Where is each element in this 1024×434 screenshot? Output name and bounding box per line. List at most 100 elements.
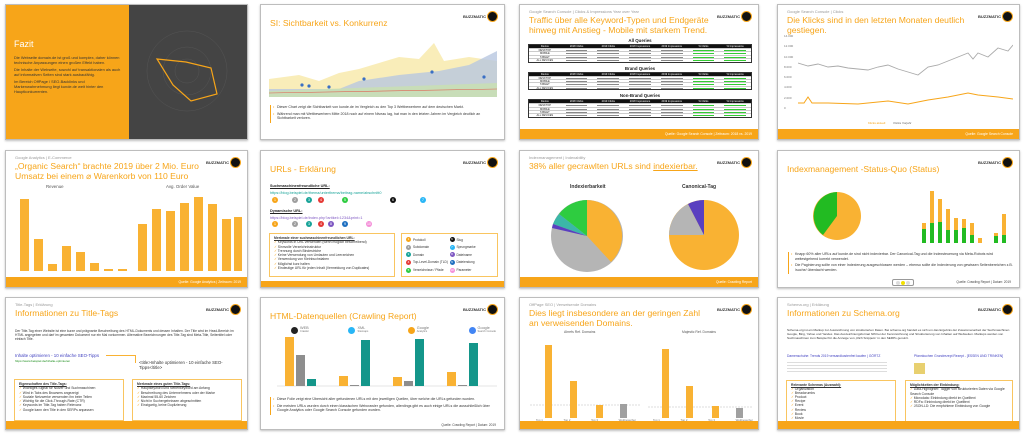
- buzzmatic-logo: BUZZMATIC: [206, 157, 241, 168]
- list-item: Breadcrumbs: [791, 391, 891, 395]
- ref-domains-bar-charts: [530, 345, 752, 418]
- value-cell: [660, 80, 683, 82]
- slide-thumbnail-urls[interactable]: URLs - Erklärung BUZZMATIC Suchmaschinen…: [260, 150, 505, 288]
- table-row: TABLET: [529, 54, 751, 59]
- device-cell: MOBILE: [539, 107, 550, 111]
- source-item: Google Search Console: [468, 326, 496, 334]
- device-cell: DESKTOP: [538, 76, 552, 80]
- value-cell: [660, 56, 683, 58]
- serp-title-link[interactable]: Inhalte optimieren - 10 einfache SEO-Tip…: [15, 353, 100, 358]
- legend-label: Domain: [413, 252, 424, 257]
- legend-label: Dateiendung: [456, 260, 475, 265]
- source-name: Google: [477, 326, 490, 330]
- source-sub: Crawler: [300, 330, 309, 333]
- value-cell: [660, 84, 683, 86]
- sources-bar-chart: [277, 337, 497, 387]
- value-cell: [660, 77, 683, 79]
- source-logo-icon: [348, 326, 356, 334]
- slide-thumbnail-organic-search[interactable]: Google Analytics | E-Commerce „Organic S…: [5, 150, 248, 288]
- table-row: DESKTOP: [529, 103, 751, 107]
- value-cell: [629, 108, 651, 110]
- slide-thumbnail-schema-org[interactable]: Schema.org | Erklärung Informationen zu …: [777, 297, 1020, 430]
- slide-footer: [778, 421, 1019, 429]
- source-logo-icon: [291, 326, 298, 334]
- bullet: Knapp 60% aller URLs auf kunde.de sind n…: [791, 252, 1013, 261]
- table-row: ALL DEVICES: [529, 113, 751, 117]
- value-cell: [629, 105, 651, 107]
- x-axis-labels: Top 1 Top 2 Top 3 Wettbewerber: [653, 418, 753, 422]
- bullet-list: Knapp 60% aller URLs auf kunde.de sind n…: [788, 252, 1013, 275]
- rich-snippet-example[interactable]: Damenschuhe: Trends 2019 versandkostenfr…: [787, 354, 881, 358]
- url-part-marker-icon: 5: [406, 267, 411, 273]
- value-cell: [565, 53, 588, 55]
- value-cell: [692, 77, 715, 79]
- pie-title: Indexierbarkeit: [570, 184, 606, 190]
- value-cell: [565, 115, 588, 117]
- value-cell: [597, 108, 620, 110]
- legend-item: 3 Domain: [406, 251, 450, 259]
- schemas-box: Relevante Schemas (Auswahl):Organization…: [786, 380, 896, 422]
- slide-thumbnail-traffic[interactable]: Google Search Console | Clicks & Impress…: [519, 4, 759, 140]
- bullet: Dieser Chart zeigt die Sichtbarkeit von …: [273, 105, 495, 110]
- x-label: Wettbewerber: [735, 418, 753, 422]
- url-part-marker-icon: 8: [449, 252, 455, 258]
- url-part-marker-icon: 2: [292, 197, 298, 203]
- value-cell: [692, 108, 715, 110]
- clicks-line-chart: [798, 44, 1013, 105]
- url-part-marker-icon: 6: [390, 197, 396, 203]
- dynamic-url: https://blog.beispiel.de/index.php?artik…: [270, 216, 363, 220]
- y-tick: 0: [784, 105, 786, 110]
- value-cell: [724, 60, 746, 62]
- legend-label: Dateiname: [456, 252, 472, 257]
- value-cell: [565, 111, 588, 113]
- url-part-marker-icon: 1: [272, 197, 278, 203]
- device-cell: MOBILE: [539, 79, 550, 83]
- list-item: Event: [791, 403, 891, 407]
- value-cell: [565, 60, 588, 62]
- value-cell: [660, 50, 683, 51]
- data-sources: WEB Crawler XML Sitemaps Google Analytics Goog…: [291, 326, 496, 334]
- source-name: WEB: [300, 326, 309, 330]
- value-cell: [692, 53, 715, 55]
- x-label: Top 1: [536, 418, 543, 422]
- value-cell: [724, 56, 746, 58]
- rich-snippet-example[interactable]: Pfannkuchen Grundrezept Rezept - [ESSEN …: [914, 354, 1004, 358]
- list-item: Wichtiges Signal für Nutzer und Suchmasc…: [19, 386, 119, 390]
- slide-title: Fazit: [14, 39, 34, 49]
- y-tick: 10.000: [784, 54, 794, 59]
- embedding-box: Möglichkeiten der Einbindung:Data-Highli…: [905, 380, 1013, 422]
- slide-thumbnail-sichtbarkeit[interactable]: SI: Sichtbarkeit vs. Konkurrenz BUZZMATI…: [260, 4, 505, 140]
- url-part-marker-icon: 2: [406, 244, 411, 250]
- indexability-pie: [551, 200, 623, 272]
- feature-item: Keine Verwendung von Umlauten und Leerze…: [274, 253, 390, 257]
- slide-thumbnail-fazit[interactable]: Fazit Die Webseite domain.de ist groß un…: [5, 4, 248, 140]
- table-title: Brand Queries: [624, 65, 656, 71]
- slide-thumbnail-indexierbarkeit[interactable]: Indexmanagement | Indexability 38% aller…: [519, 150, 759, 288]
- x-label: Top 2: [680, 418, 688, 422]
- slide-thumbnail-ref-domains[interactable]: OffPage SEO | Verweisende Domains Dies l…: [519, 297, 759, 430]
- buzzmatic-logo: BUZZMATIC: [978, 304, 1013, 315]
- slide-thumbnail-klicks[interactable]: Google Search Console | Clicks Die Klick…: [777, 4, 1020, 140]
- column-header: 2019 Clicks: [601, 45, 615, 48]
- value-cell: [724, 50, 746, 51]
- slide-title: Informationen zu Schema.org: [787, 308, 900, 318]
- source-text: Google Analytics: [417, 326, 429, 334]
- table-row: TABLET: [529, 82, 751, 86]
- value-cell: [597, 53, 620, 55]
- value-cell: [629, 50, 651, 51]
- value-cell: [565, 108, 588, 110]
- buzzmatic-logo: BUZZMATIC: [463, 157, 498, 168]
- value-cell: [724, 84, 746, 86]
- slide-thumbnail-datenquellen[interactable]: HTML-Datenquellen (Crawling Report) BUZZ…: [260, 297, 505, 430]
- value-cell: [629, 60, 651, 62]
- slide-thumbnail-title-tags[interactable]: Title-Tags | Erklärung Informationen zu …: [5, 297, 248, 430]
- list-item: Wird in Tabs des Browsers angezeigt: [19, 391, 119, 395]
- value-cell: [692, 84, 715, 86]
- slide-thumbnail-status-quo[interactable]: Indexmanagement -Status-Quo (Status) BUZ…: [777, 150, 1020, 288]
- source-logo-icon: [407, 326, 415, 334]
- table-title: All Queries: [628, 38, 652, 43]
- table-row: DESKTOP: [529, 75, 751, 80]
- y-tick: 8.000: [784, 64, 792, 69]
- buzzmatic-logo: BUZZMATIC: [717, 157, 752, 168]
- list-item: Einzigartig, keine Duplizierung: [137, 403, 237, 407]
